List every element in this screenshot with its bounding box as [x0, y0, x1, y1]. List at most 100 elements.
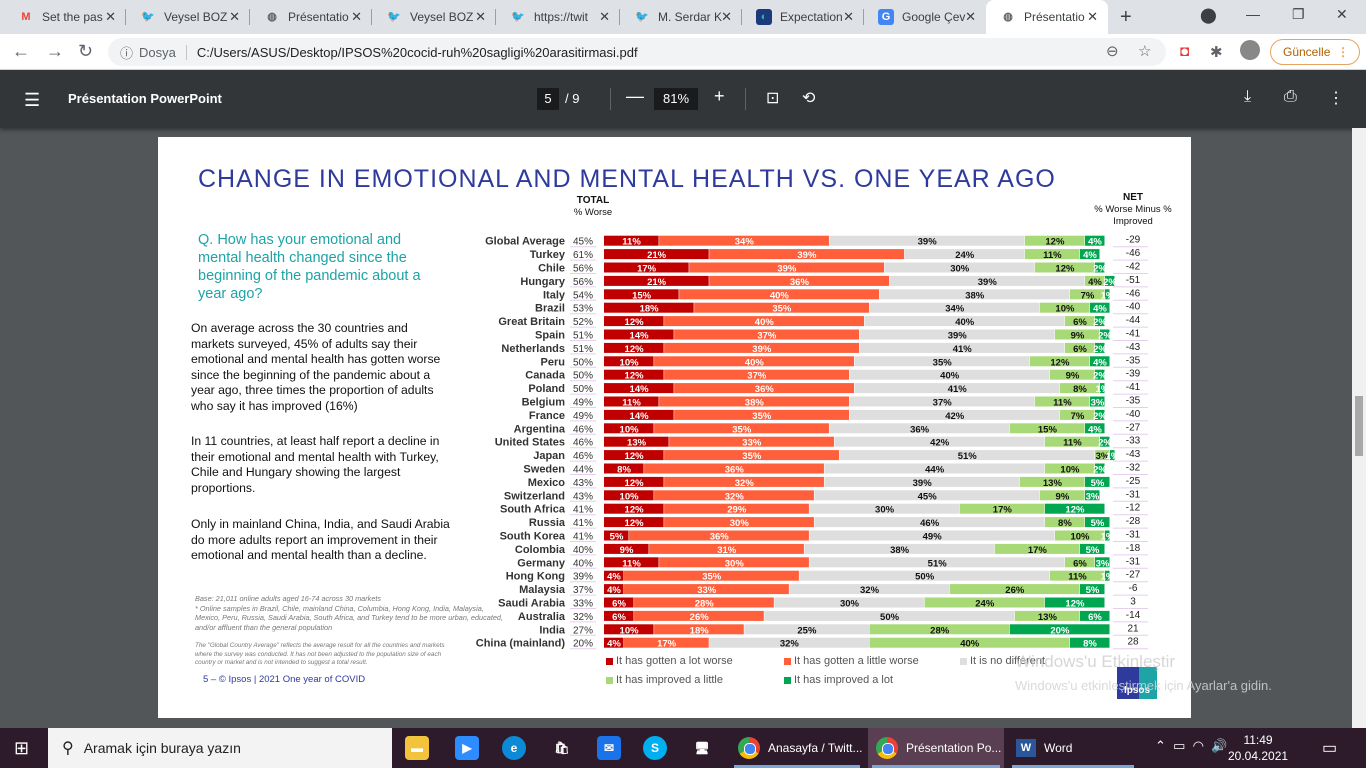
- browser-tab[interactable]: ◍ Présentatio ✕: [250, 0, 372, 34]
- notification-icon[interactable]: ▭: [1322, 740, 1338, 757]
- bar-segment-2: [664, 450, 839, 461]
- net-value: -33: [1126, 436, 1141, 447]
- bar-data-label: 39%: [978, 277, 998, 288]
- twitter-icon: 🐦: [511, 11, 525, 23]
- bar-segment-5: [1099, 436, 1110, 447]
- vertical-scrollbar[interactable]: [1352, 128, 1366, 728]
- bar-segment-4: [1064, 316, 1095, 327]
- bar-data-label: 12%: [625, 317, 645, 328]
- bar-data-label: 25%: [797, 625, 817, 636]
- globe-icon: ◍: [267, 11, 277, 23]
- zoom-app-icon[interactable]: ▶: [455, 736, 479, 760]
- bar-segment-5: [1094, 557, 1110, 568]
- forward-button[interactable]: →: [46, 41, 64, 61]
- bar-data-label: 11%: [1068, 572, 1087, 583]
- bar-data-label: 30%: [840, 599, 860, 610]
- bar-segment-5: [1069, 637, 1110, 648]
- close-window-button[interactable]: ✕: [1336, 6, 1348, 22]
- browser-tab[interactable]: M Set the pas ✕: [4, 0, 126, 34]
- profile-avatar[interactable]: [1240, 40, 1260, 60]
- system-tray[interactable]: ⌃ ▭ ◠ 🔊: [1155, 738, 1228, 753]
- fit-page-icon[interactable]: ⊡: [766, 90, 780, 107]
- extensions-puzzle-icon[interactable]: ✱: [1210, 44, 1223, 61]
- category-label: Argentina: [514, 423, 566, 435]
- new-tab-button[interactable]: +: [1120, 6, 1132, 28]
- close-icon[interactable]: ✕: [351, 9, 362, 24]
- bar-data-label: 12%: [625, 344, 645, 355]
- browser-tab[interactable]: G Google Çev ✕: [864, 0, 986, 34]
- address-bar[interactable]: ⓘ Dosya C:/Users/ASUS/Desktop/IPSOS%20co…: [108, 38, 1166, 66]
- close-icon[interactable]: ✕: [475, 9, 486, 24]
- taskbar-window-active[interactable]: Présentation Po...: [868, 728, 1004, 768]
- bar-segment-4: [1064, 557, 1095, 568]
- close-icon[interactable]: ✕: [843, 9, 854, 24]
- bar-segment-2: [694, 302, 870, 313]
- browser-tab[interactable]: 🐦 Veysel BOZ ✕: [126, 0, 250, 34]
- mail-icon[interactable]: ✉: [597, 736, 621, 760]
- zoom-icon[interactable]: ⊖: [1106, 43, 1119, 60]
- zoom-in-button[interactable]: +: [714, 86, 725, 106]
- extension-pocket-icon[interactable]: ◘: [1180, 43, 1190, 60]
- restore-button[interactable]: ❐: [1292, 6, 1305, 22]
- close-icon[interactable]: ✕: [1087, 9, 1098, 24]
- taskbar-search[interactable]: ⚲ Aramak için buraya yazın: [48, 728, 392, 768]
- zoom-out-button[interactable]: —: [626, 86, 644, 106]
- bar-data-label: 4%: [1088, 237, 1102, 248]
- bar-segment-3: [804, 543, 995, 554]
- browser-tab-active[interactable]: ◍ Présentatio ✕: [986, 0, 1108, 34]
- more-options-icon[interactable]: ⋮: [1328, 90, 1344, 107]
- info-icon[interactable]: ⓘ: [120, 45, 134, 61]
- url-text[interactable]: C:/Users/ASUS/Desktop/IPSOS%20cocid-ruh%…: [196, 44, 638, 60]
- taskbar-window[interactable]: Anasayfa / Twitt...: [730, 728, 864, 768]
- close-icon[interactable]: ✕: [721, 9, 732, 24]
- reload-button[interactable]: ↻: [78, 41, 94, 61]
- zoom-input[interactable]: 81%: [654, 88, 698, 110]
- bookmark-star-icon[interactable]: ☆: [1138, 43, 1152, 60]
- download-icon[interactable]: ⤓: [1244, 88, 1252, 105]
- bar-data-label: 1%: [1106, 451, 1120, 462]
- bar-data-label: 21%: [647, 250, 667, 261]
- update-button[interactable]: Güncelle ⋮: [1270, 39, 1360, 65]
- tab-search-icon[interactable]: ⬤: [1200, 7, 1217, 24]
- rotate-icon[interactable]: ⟲: [802, 90, 816, 107]
- taskbar-window[interactable]: W Word: [1008, 728, 1138, 768]
- page-number-input[interactable]: 5: [537, 88, 559, 110]
- back-button[interactable]: ←: [12, 41, 30, 61]
- bar-segment-3: [884, 262, 1035, 273]
- bar-segment-3: [814, 490, 1040, 501]
- windows-start-icon[interactable]: ⊞: [14, 738, 30, 758]
- close-icon[interactable]: ✕: [229, 9, 240, 24]
- close-icon[interactable]: ✕: [105, 9, 116, 24]
- browser-tab[interactable]: 🐦 M. Serdar K ✕: [620, 0, 742, 34]
- store-icon[interactable]: 🛍: [554, 741, 570, 755]
- category-label: Turkey: [530, 249, 566, 261]
- file-explorer-icon[interactable]: ▬: [405, 736, 429, 760]
- close-icon[interactable]: ✕: [599, 9, 610, 24]
- bar-segment-3: [849, 396, 1035, 407]
- bar-data-label: 42%: [945, 411, 965, 422]
- net-value: -6: [1129, 583, 1138, 594]
- hamburger-menu-icon[interactable]: ☰: [24, 90, 41, 110]
- bar-data-label: 44%: [925, 465, 945, 476]
- minimize-button[interactable]: —: [1246, 6, 1260, 22]
- scrollbar-thumb[interactable]: [1355, 396, 1363, 456]
- browser-tab[interactable]: 🐦 https://twit ✕: [496, 0, 620, 34]
- bar-segment-1: [604, 463, 644, 474]
- twitter-icon: 🐦: [141, 11, 155, 23]
- bar-data-label: 38%: [890, 545, 910, 556]
- bar-segment-4: [1024, 249, 1080, 260]
- bar-data-label: 37%: [933, 398, 953, 409]
- edge-icon[interactable]: e: [502, 736, 526, 760]
- bar-segment-5: [1094, 463, 1105, 474]
- skype-icon[interactable]: S: [643, 736, 667, 760]
- print-icon[interactable]: ⎙: [1284, 88, 1297, 105]
- browser-tab[interactable]: ◐ Expectation ✕: [742, 0, 864, 34]
- clock[interactable]: 11:49 20.04.2021: [1228, 732, 1288, 764]
- browser-tab[interactable]: 🐦 Veysel BOZ ✕: [372, 0, 496, 34]
- computer-icon[interactable]: 🖥: [694, 741, 710, 755]
- net-value: -43: [1126, 449, 1141, 460]
- bar-segment-2: [624, 637, 709, 648]
- bar-data-label: 11%: [1053, 398, 1072, 409]
- category-label: South Africa: [500, 504, 566, 516]
- close-icon[interactable]: ✕: [965, 9, 976, 24]
